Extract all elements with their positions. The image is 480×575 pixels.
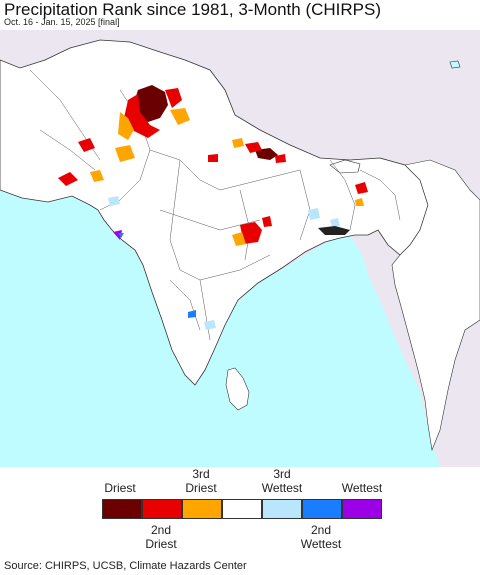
- sri-lanka: [225, 367, 250, 411]
- legend-label-wettest: Wettest: [341, 481, 383, 495]
- rank-patches: [58, 85, 368, 330]
- legend-label-driest: Driest: [104, 481, 136, 495]
- source-credit: Source: CHIRPS, UCSB, Climate Hazards Ce…: [4, 560, 247, 572]
- legend-label-3rd-wettest: 3rd Wettest: [261, 467, 303, 495]
- ocean: [0, 190, 440, 467]
- legend-swatch-wettest: [342, 499, 382, 519]
- legend: Driest 3rd Driest 3rd Wettest Wettest 2nd D…: [0, 467, 480, 557]
- legend-swatch-2nd-driest: [142, 499, 182, 519]
- lake-mark: [449, 60, 461, 69]
- bhutan-area: [329, 159, 361, 174]
- map-subtitle: Oct. 16 - Jan. 15, 2025 [final]: [4, 17, 120, 27]
- precipitation-rank-map: [0, 30, 480, 467]
- map-title: Precipitation Rank since 1981, 3-Month (…: [4, 0, 381, 19]
- legend-swatch-2nd-wettest: [302, 499, 342, 519]
- legend-swatch-3rd-driest: [182, 499, 222, 519]
- legend-swatch-normal: [222, 499, 262, 519]
- legend-label-2nd-wettest: 2nd Wettest: [300, 523, 342, 551]
- legend-swatch-3rd-wettest: [262, 499, 302, 519]
- legend-label-2nd-driest: 2nd Driest: [145, 523, 177, 551]
- legend-swatch-driest: [102, 499, 142, 519]
- myanmar-land: [391, 159, 480, 452]
- legend-label-3rd-driest: 3rd Driest: [185, 467, 217, 495]
